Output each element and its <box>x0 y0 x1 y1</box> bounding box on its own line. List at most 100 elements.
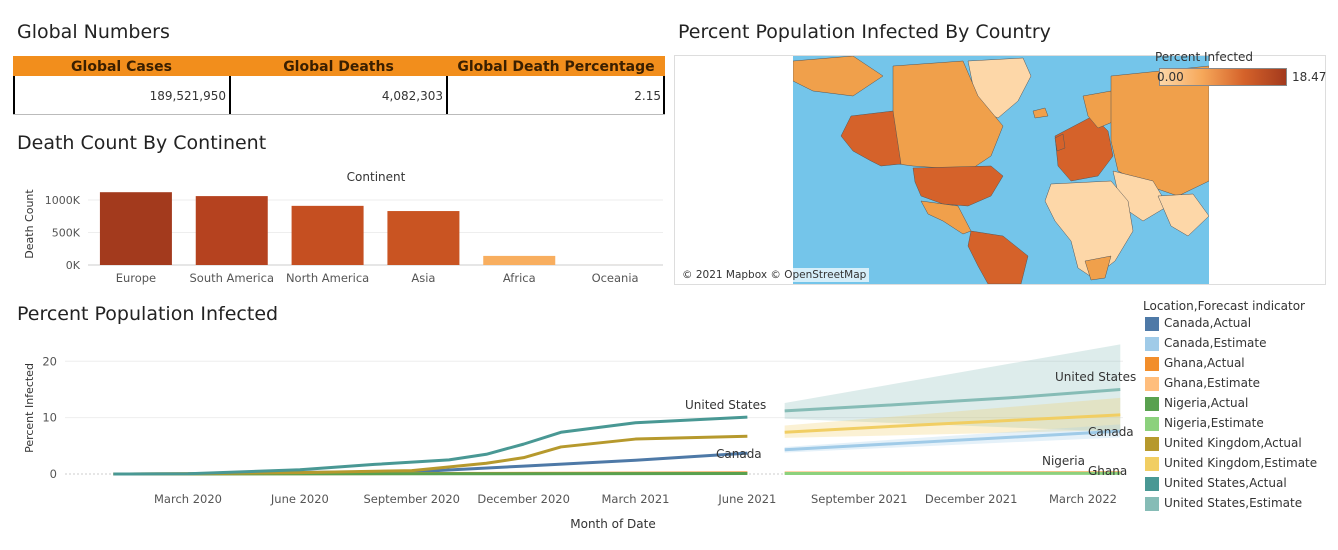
series-end-label: Canada <box>716 447 762 461</box>
bar-x-tick-label: Asia <box>411 271 435 285</box>
value-global-cases[interactable]: 189,521,950 <box>149 89 226 103</box>
map-panel[interactable]: © 2021 Mapbox © OpenStreetMap <box>674 55 1326 285</box>
death-count-title: Death Count By Continent <box>17 132 267 154</box>
bar-y-tick-label: 0K <box>66 259 81 272</box>
legend-label[interactable]: United Kingdom,Actual <box>1164 436 1302 450</box>
global-numbers-title: Global Numbers <box>17 21 170 43</box>
legend-swatch[interactable] <box>1145 497 1159 511</box>
kpi-divider-1 <box>229 76 231 114</box>
series-end-label: Canada <box>1088 425 1134 439</box>
bar-y-axis-title: Death Count <box>23 189 36 259</box>
region-russia-asia[interactable] <box>1110 65 1209 197</box>
line-x-tick-label: March 2022 <box>1049 492 1117 506</box>
bar-y-tick-label: 500K <box>52 227 81 240</box>
line-x-tick-label: June 2020 <box>270 492 329 506</box>
bar-south-america[interactable] <box>195 196 268 265</box>
region-mexico[interactable] <box>920 200 972 235</box>
bar-north-america[interactable] <box>291 205 364 265</box>
bar-x-tick-label: Africa <box>503 271 536 285</box>
series-united-kingdom-actual[interactable] <box>113 434 748 476</box>
kpi-left-border <box>13 76 15 114</box>
region-scandinavia[interactable] <box>1082 90 1116 129</box>
death-count-bar-chart: Continent Death Count 0K 500K 1000K Europe… <box>23 170 663 285</box>
legend-label[interactable]: Canada,Estimate <box>1164 336 1267 350</box>
legend-swatch[interactable] <box>1145 457 1159 471</box>
series-canada-actual[interactable] <box>113 451 748 476</box>
map-title: Percent Population Infected By Country <box>678 21 1051 43</box>
legend-swatch[interactable] <box>1145 337 1159 351</box>
legend-label[interactable]: United States,Actual <box>1164 476 1287 490</box>
line-x-tick-label: March 2020 <box>154 492 222 506</box>
line-y-axis-title: Percent Infected <box>23 363 36 453</box>
line-x-tick-label: June 2021 <box>717 492 776 506</box>
value-global-deaths[interactable]: 4,082,303 <box>381 89 443 103</box>
line-y-tick-label: 0 <box>50 467 57 481</box>
line-legend-title: Location,Forecast indicator <box>1143 299 1305 313</box>
series-end-label: Ghana <box>1088 464 1127 478</box>
legend-label[interactable]: Ghana,Actual <box>1164 356 1245 370</box>
legend-swatch[interactable] <box>1145 437 1159 451</box>
legend-label[interactable]: United Kingdom,Estimate <box>1164 456 1318 470</box>
legend-label[interactable]: Nigeria,Actual <box>1164 396 1249 410</box>
series-end-label: United States <box>685 398 766 412</box>
map-attribution[interactable]: © 2021 Mapbox © OpenStreetMap <box>679 268 870 282</box>
country-iceland[interactable] <box>1032 107 1049 119</box>
bar-x-tick-label: Oceania <box>592 271 639 285</box>
world-map[interactable] <box>793 56 1209 284</box>
line-x-axis-title: Month of Date <box>570 517 656 531</box>
country-united-kingdom[interactable] <box>1054 133 1066 152</box>
region-south-asia[interactable] <box>1157 193 1209 237</box>
legend-swatch[interactable] <box>1145 377 1159 391</box>
map-color-scale <box>1159 68 1287 86</box>
series-united-kingdom-estimate[interactable] <box>784 413 1121 434</box>
bar-x-tick-label: Europe <box>116 271 156 285</box>
percent-infected-line-chart: Percent Infected Month of Date 0 10 20 Mar… <box>23 344 1136 531</box>
value-global-death-percentage[interactable]: 2.15 <box>634 89 661 103</box>
legend-swatch[interactable] <box>1145 417 1159 431</box>
legend-swatch[interactable] <box>1145 357 1159 371</box>
legend-swatch[interactable] <box>1145 317 1159 331</box>
map-legend-min: 0.00 <box>1157 70 1184 84</box>
series-end-label: Nigeria <box>1042 454 1085 468</box>
line-y-tick-label: 20 <box>42 354 57 368</box>
legend-label[interactable]: Ghana,Estimate <box>1164 376 1261 390</box>
header-global-death-percentage: Global Death Percentage <box>457 59 655 75</box>
legend-label[interactable]: Canada,Actual <box>1164 316 1252 330</box>
country-south-africa[interactable] <box>1084 255 1112 281</box>
kpi-divider-2 <box>446 76 448 114</box>
region-arctic-islands <box>793 56 884 97</box>
line-x-tick-label: December 2021 <box>925 492 1018 506</box>
legend-label[interactable]: Nigeria,Estimate <box>1164 416 1264 430</box>
legend-label[interactable]: United States,Estimate <box>1164 496 1303 510</box>
series-canada-estimate[interactable] <box>784 429 1121 452</box>
bar-x-tick-label: North America <box>286 271 369 285</box>
region-alaska[interactable] <box>840 110 902 167</box>
kpi-right-border <box>663 76 665 114</box>
bar-africa[interactable] <box>483 255 556 265</box>
series-end-label: United States <box>1055 370 1136 384</box>
map-legend-max: 18.47 <box>1292 70 1327 84</box>
percent-infected-title: Percent Population Infected <box>17 303 279 325</box>
world-map-shapes <box>793 56 1209 284</box>
line-x-tick-label: September 2020 <box>364 492 461 506</box>
bar-asia[interactable] <box>387 211 460 265</box>
bar-europe[interactable] <box>99 192 172 265</box>
kpi-values-row: 189,521,950 4,082,303 2.15 <box>13 76 665 115</box>
region-south-america[interactable] <box>967 230 1029 284</box>
bar-x-axis-title: Continent <box>347 170 406 184</box>
series-united-states-estimate[interactable] <box>784 387 1121 413</box>
map-legend-title: Percent Infected <box>1155 50 1254 64</box>
legend-swatch[interactable] <box>1145 397 1159 411</box>
header-global-cases: Global Cases <box>71 59 172 75</box>
forecast-band <box>784 344 1121 432</box>
kpi-header-bar: Global Cases Global Deaths Global Death … <box>13 56 665 76</box>
series-united-states-actual[interactable] <box>113 415 748 476</box>
bar-x-tick-label: South America <box>189 271 274 285</box>
line-x-tick-label: December 2020 <box>477 492 570 506</box>
country-united-states[interactable] <box>912 165 1004 207</box>
line-x-tick-label: March 2021 <box>602 492 670 506</box>
line-x-tick-label: September 2021 <box>811 492 908 506</box>
header-global-deaths: Global Deaths <box>283 59 394 75</box>
legend-swatch[interactable] <box>1145 477 1159 491</box>
line-y-tick-label: 10 <box>42 411 57 425</box>
